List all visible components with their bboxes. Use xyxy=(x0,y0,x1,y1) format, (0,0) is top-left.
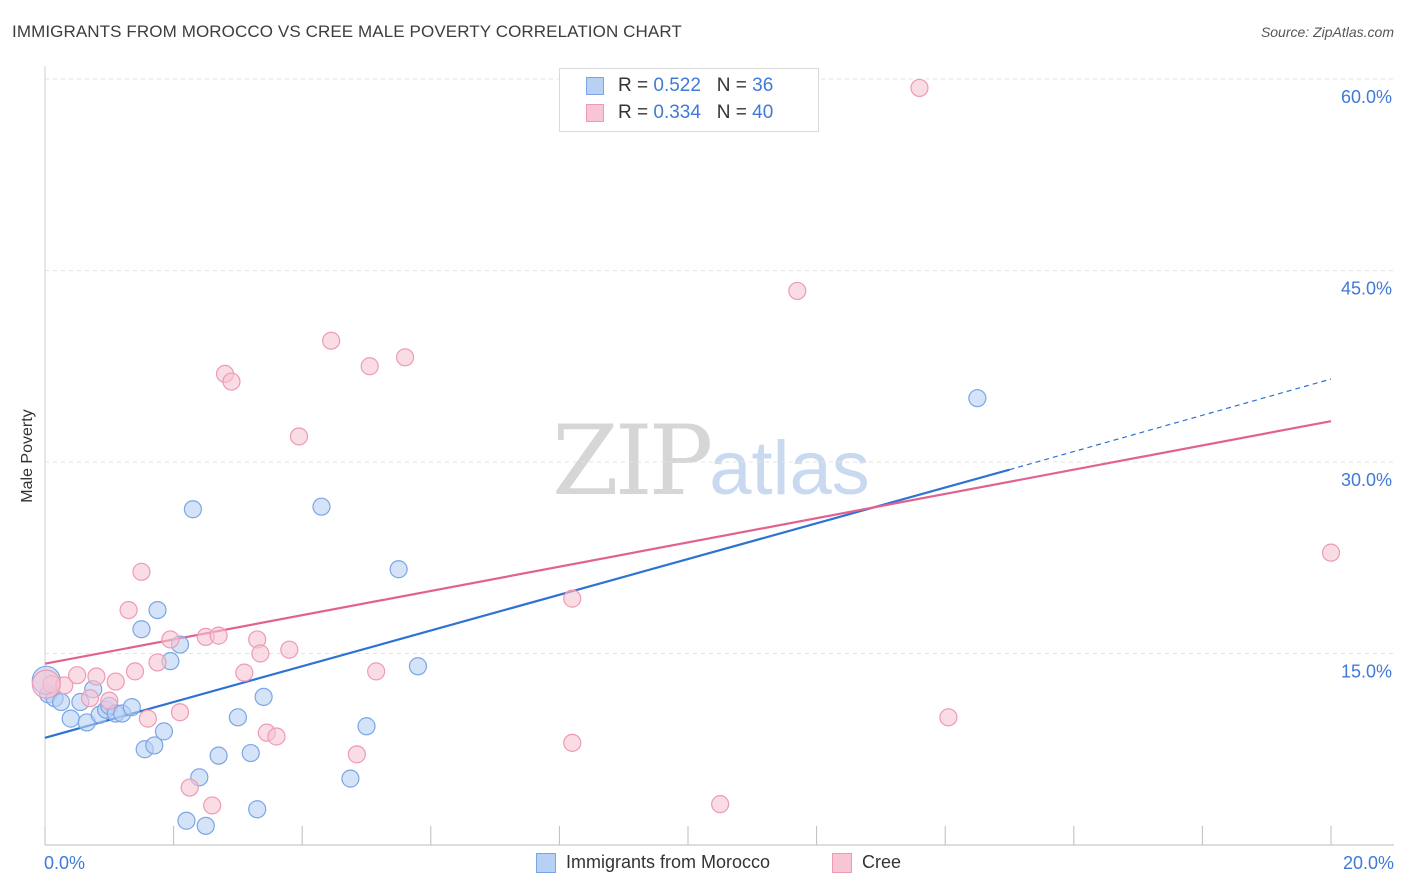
bottom-legend-label-morocco: Immigrants from Morocco xyxy=(566,852,771,872)
legend-n-label: N = xyxy=(716,75,747,96)
legend-n-label: N = xyxy=(716,102,747,123)
cree-point xyxy=(106,672,125,691)
cree-point xyxy=(360,357,379,376)
cree-point xyxy=(68,666,87,685)
morocco-point xyxy=(154,722,174,741)
morocco-trend-line xyxy=(44,468,1010,739)
axis-layer xyxy=(44,66,1394,846)
cree-point xyxy=(138,709,157,728)
tick-label-layer: 15.0% 30.0% 45.0% 60.0% 0.0% 20.0% xyxy=(44,87,1394,873)
source-label: Source: ZipAtlas.com xyxy=(1260,24,1394,40)
legend-r-label: R = xyxy=(618,102,649,123)
morocco-point xyxy=(254,687,273,707)
y-tick-label: 30.0% xyxy=(1341,470,1392,490)
y-tick-label: 60.0% xyxy=(1341,87,1392,107)
morocco-point xyxy=(148,600,167,620)
chart-title: IMMIGRANTS FROM MOROCCO VS CREE MALE POV… xyxy=(12,22,682,41)
morocco-point xyxy=(51,692,71,712)
cree-point xyxy=(939,708,958,727)
cree-point xyxy=(267,727,286,746)
trend-layer xyxy=(44,378,1332,739)
cree-point xyxy=(31,669,61,699)
cree-point xyxy=(910,78,929,98)
cree-point xyxy=(222,372,241,391)
cree-point xyxy=(132,562,151,581)
cree-point xyxy=(80,689,100,708)
y-tick-label: 45.0% xyxy=(1341,279,1392,299)
morocco-point xyxy=(145,736,164,755)
points-layer xyxy=(31,78,1341,835)
morocco-point xyxy=(248,800,267,819)
morocco-point xyxy=(209,746,228,765)
cree-point xyxy=(322,331,341,350)
legend-swatch-morocco xyxy=(586,77,604,95)
cree-point xyxy=(87,667,106,686)
morocco-point xyxy=(241,743,260,763)
morocco-point xyxy=(183,500,202,519)
cree-point xyxy=(119,600,138,620)
morocco-point xyxy=(196,816,215,835)
cree-point xyxy=(367,662,386,681)
morocco-point xyxy=(312,497,331,516)
cree-point xyxy=(235,663,254,682)
morocco-point xyxy=(61,709,80,728)
cree-point xyxy=(280,640,299,659)
bottom-legend-label-cree: Cree xyxy=(862,852,902,872)
cree-point xyxy=(203,796,222,815)
bottom-legend-swatch-cree xyxy=(832,853,852,873)
cree-point xyxy=(100,691,119,710)
cree-point xyxy=(148,653,167,672)
cree-point xyxy=(161,630,180,649)
morocco-point xyxy=(341,769,360,788)
morocco-point xyxy=(132,620,151,639)
cree-point xyxy=(395,348,415,367)
legend-n-value: 36 xyxy=(752,75,774,96)
legend-stats-cree: R = 0.334 N = 40 xyxy=(618,102,773,124)
cree-point xyxy=(289,427,309,446)
cree-point xyxy=(251,644,270,663)
morocco-point xyxy=(408,657,428,676)
legend-r-value: 0.522 xyxy=(653,75,701,96)
legend-stats-morocco: R = 0.522 N = 36 xyxy=(618,75,773,97)
morocco-point xyxy=(968,389,987,408)
cree-point xyxy=(563,589,582,608)
bottom-legend-swatch-morocco xyxy=(536,853,556,873)
correlation-legend: R = 0.522 N = 36 R = 0.334 N = 40 xyxy=(559,68,819,132)
cree-point xyxy=(1321,543,1341,562)
y-tick-label: 15.0% xyxy=(1341,662,1392,682)
cree-point xyxy=(125,662,145,681)
cree-trend-line xyxy=(44,420,1332,665)
grid-layer xyxy=(45,78,1394,654)
cree-point xyxy=(711,795,730,814)
legend-swatch-cree xyxy=(586,104,604,122)
legend-r-label: R = xyxy=(618,75,649,96)
cree-point xyxy=(347,745,366,764)
cree-point xyxy=(180,778,199,797)
x-tick-label: 0.0% xyxy=(44,853,85,873)
morocco-point xyxy=(228,708,247,727)
morocco-point xyxy=(177,811,196,830)
cree-point xyxy=(788,281,807,301)
morocco-point xyxy=(389,560,408,579)
x-tick-label: 20.0% xyxy=(1343,853,1394,873)
morocco-point xyxy=(122,698,141,717)
cree-point xyxy=(563,733,582,752)
morocco-point xyxy=(357,717,376,736)
cree-point xyxy=(209,626,228,645)
morocco-trend-extension xyxy=(1009,378,1332,471)
legend-n-value: 40 xyxy=(752,102,774,123)
legend-r-value: 0.334 xyxy=(653,102,701,123)
cree-point xyxy=(170,703,190,722)
